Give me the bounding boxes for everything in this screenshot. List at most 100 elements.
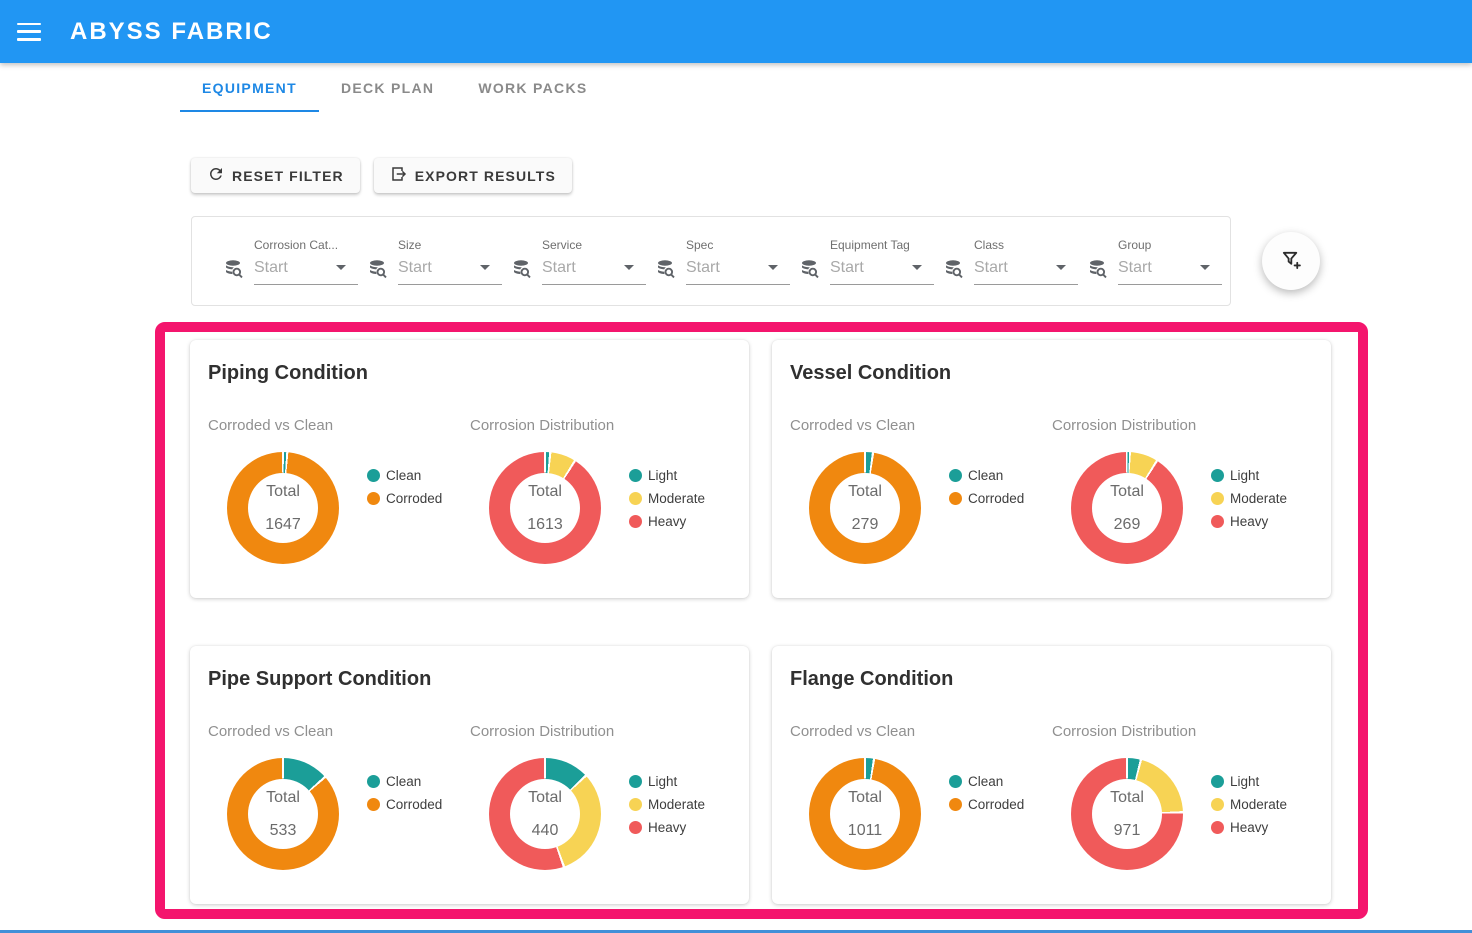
- donut-center-label: Total: [266, 483, 300, 501]
- reset-filter-button[interactable]: RESET FILTER: [191, 158, 360, 193]
- filter-input[interactable]: Start: [398, 259, 502, 285]
- legend-label: Clean: [386, 468, 421, 483]
- legend-item-light[interactable]: Light: [1211, 774, 1287, 789]
- condition-cards-grid: Piping Condition Corroded vs Clean Total…: [190, 340, 1331, 904]
- filter-group: Group Start: [1086, 238, 1230, 285]
- legend-item-clean[interactable]: Clean: [949, 468, 1024, 483]
- chevron-down-icon[interactable]: [624, 265, 634, 270]
- donut-center: Total 269: [1092, 473, 1162, 543]
- legend-dot: [949, 775, 962, 788]
- legend-item-moderate[interactable]: Moderate: [1211, 797, 1287, 812]
- donut-chart[interactable]: Total 1613: [489, 452, 601, 564]
- legend-dot: [1211, 515, 1224, 528]
- legend-dot: [949, 469, 962, 482]
- legend: Clean Corroded: [949, 774, 1024, 870]
- chart-subtitle: Corrosion Distribution: [1052, 723, 1313, 740]
- legend-item-moderate[interactable]: Moderate: [629, 797, 705, 812]
- donut-chart[interactable]: Total 269: [1071, 452, 1183, 564]
- legend-item-heavy[interactable]: Heavy: [1211, 820, 1287, 835]
- legend-dot: [1211, 821, 1224, 834]
- add-filter-fab[interactable]: [1262, 232, 1320, 290]
- card-vessel-condition: Vessel Condition Corroded vs Clean Total…: [772, 340, 1331, 598]
- filter-class: Class Start: [942, 238, 1086, 285]
- chevron-down-icon[interactable]: [912, 265, 922, 270]
- legend-item-heavy[interactable]: Heavy: [1211, 514, 1287, 529]
- legend-item-clean[interactable]: Clean: [367, 468, 442, 483]
- chart-subtitle: Corroded vs Clean: [790, 723, 1052, 740]
- app-logo: ABYSS FABRIC: [70, 18, 273, 46]
- export-results-label: EXPORT RESULTS: [415, 168, 556, 184]
- card-title: Piping Condition: [208, 362, 731, 385]
- donut-center: Total 279: [830, 473, 900, 543]
- donut-total-value: 269: [1114, 516, 1141, 534]
- donut-chart[interactable]: Total 533: [227, 758, 339, 870]
- donut-chart[interactable]: Total 1647: [227, 452, 339, 564]
- legend-dot: [367, 469, 380, 482]
- toolbar: RESET FILTER EXPORT RESULTS: [191, 158, 572, 193]
- legend-label: Light: [1230, 468, 1259, 483]
- corrosion-distribution-chart: Corrosion Distribution Total 269 Light: [1052, 417, 1313, 564]
- chevron-down-icon[interactable]: [480, 265, 490, 270]
- filter-corrosion-category: Corrosion Cat... Start: [222, 238, 366, 285]
- filter-input[interactable]: Start: [542, 259, 646, 285]
- legend-dot: [629, 469, 642, 482]
- legend-item-heavy[interactable]: Heavy: [629, 820, 705, 835]
- legend-item-moderate[interactable]: Moderate: [1211, 491, 1287, 506]
- filter-size: Size Start: [366, 238, 510, 285]
- chevron-down-icon[interactable]: [1056, 265, 1066, 270]
- tab-bar: EQUIPMENT DECK PLAN WORK PACKS: [180, 63, 610, 112]
- filter-input[interactable]: Start: [1118, 259, 1222, 285]
- legend-label: Moderate: [648, 797, 705, 812]
- donut-total-value: 1613: [527, 516, 563, 534]
- legend-item-clean[interactable]: Clean: [367, 774, 442, 789]
- export-results-button[interactable]: EXPORT RESULTS: [374, 158, 572, 193]
- legend-item-light[interactable]: Light: [1211, 468, 1287, 483]
- legend-item-clean[interactable]: Clean: [949, 774, 1024, 789]
- corrosion-distribution-chart: Corrosion Distribution Total 971 Light: [1052, 723, 1313, 870]
- donut-chart[interactable]: Total 279: [809, 452, 921, 564]
- corroded-vs-clean-chart: Corroded vs Clean Total 1647 Clean: [208, 417, 470, 564]
- chevron-down-icon[interactable]: [336, 265, 346, 270]
- menu-icon[interactable]: [17, 23, 41, 41]
- chart-subtitle: Corroded vs Clean: [208, 723, 470, 740]
- legend-item-light[interactable]: Light: [629, 774, 705, 789]
- legend-item-light[interactable]: Light: [629, 468, 705, 483]
- donut-total-value: 279: [852, 516, 879, 534]
- legend-dot: [629, 798, 642, 811]
- legend-label: Light: [1230, 774, 1259, 789]
- legend-dot: [1211, 775, 1224, 788]
- donut-chart[interactable]: Total 440: [489, 758, 601, 870]
- filter-placeholder: Start: [974, 259, 1020, 277]
- legend-item-corroded[interactable]: Corroded: [367, 797, 442, 812]
- legend-item-corroded[interactable]: Corroded: [367, 491, 442, 506]
- legend-label: Light: [648, 468, 677, 483]
- card-title: Flange Condition: [790, 668, 1313, 691]
- legend-item-corroded[interactable]: Corroded: [949, 491, 1024, 506]
- filter-input[interactable]: Start: [830, 259, 934, 285]
- filter-placeholder: Start: [542, 259, 588, 277]
- legend-item-heavy[interactable]: Heavy: [629, 514, 705, 529]
- tab-equipment[interactable]: EQUIPMENT: [180, 63, 319, 112]
- legend-label: Moderate: [1230, 491, 1287, 506]
- donut-chart[interactable]: Total 1011: [809, 758, 921, 870]
- filter-input[interactable]: Start: [686, 259, 790, 285]
- donut-center-label: Total: [528, 789, 562, 807]
- tab-deck-plan[interactable]: DECK PLAN: [319, 63, 456, 112]
- chevron-down-icon[interactable]: [1200, 265, 1210, 270]
- filter-input[interactable]: Start: [974, 259, 1078, 285]
- donut-chart[interactable]: Total 971: [1071, 758, 1183, 870]
- tab-work-packs[interactable]: WORK PACKS: [456, 63, 609, 112]
- legend-label: Clean: [968, 774, 1003, 789]
- donut-total-value: 1647: [265, 516, 301, 534]
- chart-subtitle: Corroded vs Clean: [208, 417, 470, 434]
- legend-label: Heavy: [1230, 820, 1268, 835]
- donut-center: Total 1011: [830, 779, 900, 849]
- donut-total-value: 533: [270, 822, 297, 840]
- legend-dot: [367, 492, 380, 505]
- filter-input[interactable]: Start: [254, 259, 358, 285]
- legend-item-moderate[interactable]: Moderate: [629, 491, 705, 506]
- legend-label: Corroded: [968, 491, 1024, 506]
- chevron-down-icon[interactable]: [768, 265, 778, 270]
- legend-item-corroded[interactable]: Corroded: [949, 797, 1024, 812]
- donut-center: Total 1647: [248, 473, 318, 543]
